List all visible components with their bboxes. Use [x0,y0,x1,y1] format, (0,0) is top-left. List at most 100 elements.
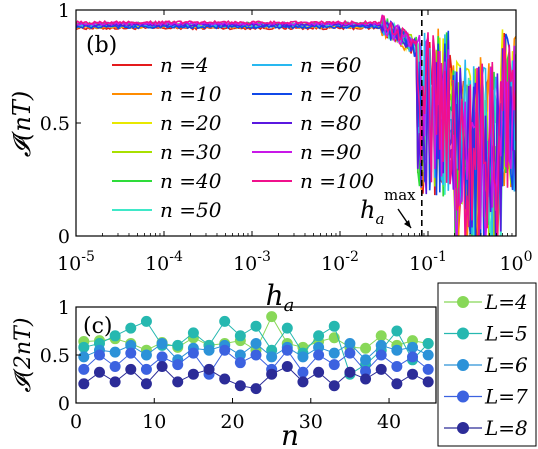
data-point-L5 [250,320,262,332]
panel-c-xtick-label: 10 [142,411,166,433]
legend-label: L=4 [484,290,528,314]
data-point-L8 [125,363,137,375]
data-point-L8 [313,366,325,378]
panel-c-legend: L=4 L=5 L=6 L=7 L=8 [437,282,537,447]
data-point-L8 [234,380,246,392]
data-point-L5 [313,330,325,342]
panel-c-xlabel: n [281,419,299,449]
panel-b-xtick-label: 10-3 [233,249,271,275]
panel-b-xtick-label: 10-4 [145,249,183,275]
data-point-L5 [78,341,90,353]
legend-label: n =10 [160,82,222,106]
legend-label: n =50 [160,198,222,222]
data-point-L5 [187,327,199,339]
data-point-L7 [93,349,105,361]
legend-swatch-marker [457,296,469,308]
data-point-L8 [156,361,168,373]
data-point-L8 [266,368,278,380]
legend-label: n =90 [300,140,362,164]
legend-label: L=6 [484,353,528,377]
panel-b-xlabel: ha [266,279,295,316]
data-point-L6 [407,341,419,353]
data-point-L6 [156,337,168,349]
legend-label: n =80 [300,111,362,135]
data-point-L7 [109,361,121,373]
data-point-L6 [297,351,309,363]
series-L8 [78,361,434,395]
hmax-annotation-sub: a [375,210,384,228]
hmax-annotation-sup: max [384,186,416,204]
data-point-L8 [297,376,309,388]
panel-c-xtick-label: 20 [220,411,244,433]
panel-b-ytick-label: 1 [58,0,70,22]
legend-label: n =4 [160,53,209,77]
panel-c-ytick-label: 0.5 [40,345,70,367]
data-point-L7 [219,344,231,356]
data-point-L6 [109,346,121,358]
data-point-L8 [109,376,121,388]
data-point-L8 [140,378,152,390]
data-point-L7 [172,359,184,371]
panel-c-series [78,311,434,395]
series-L6 [78,337,434,366]
legend-entry-n10: n =10 [112,82,222,106]
legend-label: L=7 [484,385,528,409]
legend-swatch-marker [457,359,469,371]
panel-c-x-ticks: 0 10 20 30 40 [70,398,401,433]
legend-label: n =100 [300,169,374,193]
data-point-L4 [266,311,278,323]
data-point-L7 [125,347,137,359]
data-point-L7 [78,363,90,375]
panel-b-ytick-label: 0.5 [40,113,70,135]
hmax-arrowhead [404,220,411,228]
hmax-annotation-base: h [360,196,375,224]
legend-label: n =30 [160,140,222,164]
legend-entry-L7: L=7 [444,385,528,409]
data-point-L7 [187,347,199,359]
series-line-n100 [76,15,516,236]
data-point-L6 [203,344,215,356]
hmax-annotation: ha max [360,186,416,229]
panel-c-xtick-label: 40 [377,411,401,433]
legend-entry-n20: n =20 [112,111,222,135]
data-point-L8 [422,376,434,388]
data-point-L8 [328,380,340,392]
panel-b-label: (b) [86,33,117,58]
legend-entry-n100: n =100 [252,169,374,193]
panel-b: 10-5 10-4 10-3 10-2 10-1 100 00.51 (b) n =4n … [8,0,533,316]
panel-b-series-lines [76,14,516,236]
data-point-L8 [407,368,419,380]
panel-b-ytick-label: 0 [58,226,70,248]
legend-entry-n60: n =60 [252,53,362,77]
data-point-L8 [281,361,293,373]
panel-b-ylabel: 𝓘(nT) [8,91,36,157]
data-point-L5 [422,337,434,349]
panel-c-xtick-label: 30 [299,411,323,433]
legend-label: L=8 [484,416,528,440]
legend-entry-L5: L=5 [444,322,528,346]
data-point-L5 [219,315,231,327]
legend-label: n =20 [160,111,222,135]
data-point-L7 [281,344,293,356]
data-point-L4 [360,342,372,354]
data-point-L5 [391,325,403,337]
data-point-L8 [78,378,90,390]
data-point-L8 [360,373,372,385]
data-point-L5 [109,330,121,342]
data-point-L8 [344,366,356,378]
data-point-L5 [281,322,293,334]
data-point-L7 [250,349,262,361]
data-point-L8 [250,383,262,395]
data-point-L7 [156,351,168,363]
data-point-L6 [391,344,403,356]
data-point-L6 [360,354,372,366]
data-point-L8 [187,368,199,380]
panel-b-xtick-label: 10-2 [321,249,359,275]
panel-c-xtick-label: 0 [70,411,82,433]
panel-c-ylabel: 𝓘(2nT) [11,318,36,393]
data-point-L6 [328,347,340,359]
data-point-L8 [219,373,231,385]
panel-c: 0 10 20 30 40 00.51 (c) n 𝓘(2nT) L=4L=5L=6L=… [11,282,537,449]
panel-b-y-ticks: 00.51 [40,0,81,248]
legend-label: L=5 [484,322,528,346]
